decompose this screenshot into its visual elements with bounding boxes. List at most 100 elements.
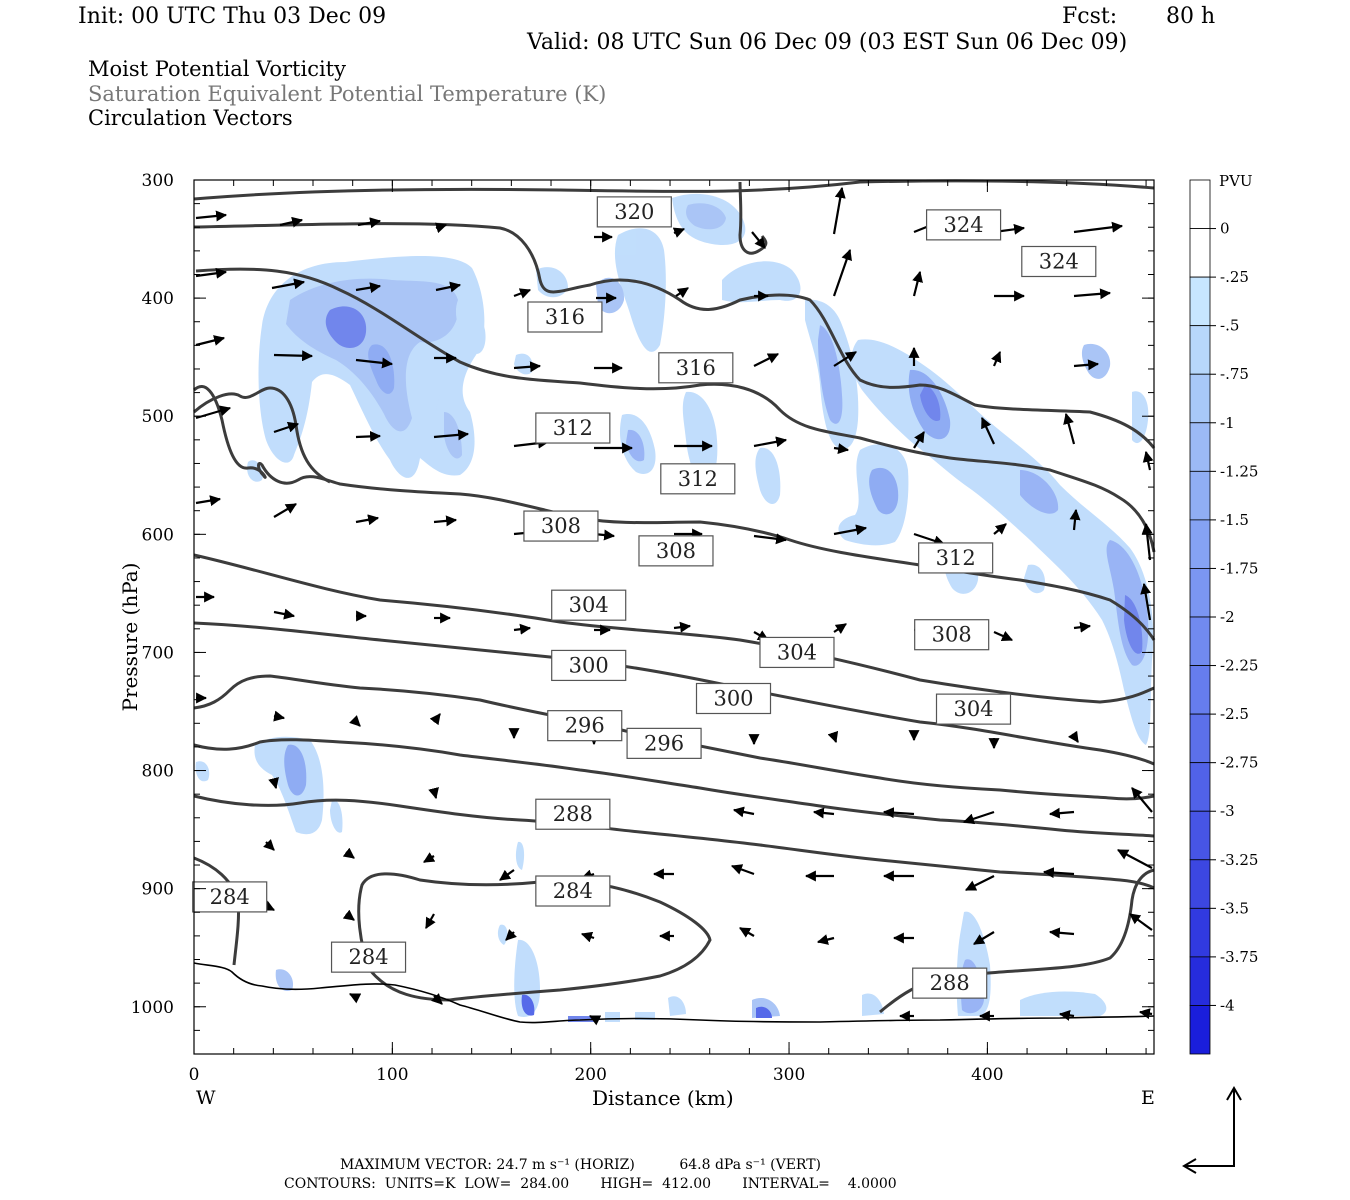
colorbar-label: -1 bbox=[1220, 414, 1235, 432]
colorbar-label: -2.25 bbox=[1220, 657, 1258, 675]
contour-label-text: 320 bbox=[614, 200, 654, 224]
valid-time: Valid: 08 UTC Sun 06 Dec 09 (03 EST Sun … bbox=[527, 30, 1128, 55]
contour-label-text: 316 bbox=[676, 356, 716, 380]
contour-label: 316 bbox=[527, 301, 603, 333]
contour-label: 312 bbox=[918, 542, 994, 574]
contour-label-text: 300 bbox=[713, 686, 753, 710]
init-time: Init: 00 UTC Thu 03 Dec 09 bbox=[78, 4, 387, 29]
contour-label: 296 bbox=[626, 727, 702, 759]
colorbar-swatch bbox=[1189, 519, 1211, 569]
colorbar-swatch bbox=[1189, 325, 1211, 375]
contour-label: 284 bbox=[192, 881, 268, 913]
x-tick-label: 0 bbox=[189, 1065, 200, 1085]
x-tick-label: 200 bbox=[574, 1065, 606, 1085]
axes: 0 100 200 300 400 300 400 500 600 700 800 900 1000 bbox=[131, 171, 1154, 1085]
colorbar-swatch bbox=[1189, 179, 1211, 229]
plot-frame bbox=[193, 179, 1155, 1055]
contour-label: 300 bbox=[695, 682, 772, 715]
contour-label-text: 304 bbox=[569, 593, 609, 617]
y-tick-label: 800 bbox=[142, 762, 174, 782]
colorbar-label: -3 bbox=[1220, 802, 1235, 820]
field-title-vectors: Circulation Vectors bbox=[88, 106, 293, 130]
contour-label: 308 bbox=[914, 619, 990, 651]
x-tick-label: 300 bbox=[773, 1065, 805, 1085]
x-tick-label: 100 bbox=[376, 1065, 408, 1085]
x-tick-label: 400 bbox=[971, 1065, 1003, 1085]
colorbar-label: -.25 bbox=[1220, 268, 1249, 286]
forecast-label: Fcst: bbox=[1062, 4, 1118, 29]
forecast-hour: 80 h bbox=[1166, 4, 1216, 29]
contour-label: 324 bbox=[925, 209, 1002, 241]
contour-label: 308 bbox=[638, 535, 714, 567]
y-tick-label: 1000 bbox=[131, 998, 174, 1018]
colorbar-label: -.5 bbox=[1220, 317, 1239, 335]
contour-label-text: 308 bbox=[932, 623, 972, 647]
contour-label: 304 bbox=[551, 589, 627, 621]
colorbar-unit: PVU bbox=[1219, 172, 1253, 190]
terrain-line bbox=[193, 962, 1155, 1024]
colorbar-swatch bbox=[1189, 276, 1211, 327]
colorbar-swatch bbox=[1189, 422, 1211, 472]
contour-label: 304 bbox=[935, 693, 1012, 725]
y-axis-label: Pressure (hPa) bbox=[118, 562, 142, 712]
y-tick-label: 500 bbox=[142, 407, 174, 427]
contour-label: 288 bbox=[912, 967, 988, 999]
colorbar-swatch bbox=[1189, 1005, 1211, 1055]
colorbar-swatch bbox=[1189, 713, 1211, 764]
colorbar-swatch bbox=[1189, 665, 1211, 715]
colorbar-label: 0 bbox=[1220, 220, 1230, 238]
contour-label: 308 bbox=[523, 510, 599, 542]
colorbar-label: -1.75 bbox=[1220, 559, 1258, 577]
field-title-thetae: Saturation Equivalent Potential Temperat… bbox=[88, 82, 607, 106]
colorbar-swatch bbox=[1189, 810, 1211, 861]
y-tick-label: 400 bbox=[142, 289, 174, 309]
colorbar-swatch bbox=[1189, 956, 1211, 1006]
contour-label-text: 296 bbox=[565, 714, 605, 738]
contour-label: 320 bbox=[596, 196, 672, 228]
colorbar-swatch bbox=[1189, 762, 1211, 812]
mpv-shading bbox=[195, 193, 1154, 1022]
contour-label-text: 284 bbox=[553, 879, 593, 903]
contour-label-text: 312 bbox=[553, 416, 593, 440]
colorbar-swatch bbox=[1189, 373, 1211, 424]
contour-label-text: 312 bbox=[678, 467, 718, 491]
colorbar-label: -2.5 bbox=[1220, 705, 1249, 723]
contour-label-text: 304 bbox=[777, 640, 817, 664]
contour-label-text: 284 bbox=[348, 945, 388, 969]
contour-label: 324 bbox=[1021, 245, 1097, 278]
theta-e-contours bbox=[192, 179, 1156, 1014]
east-label: E bbox=[1141, 1087, 1155, 1109]
contour-label: 284 bbox=[535, 875, 611, 907]
contour-label-text: 288 bbox=[553, 802, 593, 826]
y-tick-label: 900 bbox=[142, 880, 174, 900]
contour-label-text: 308 bbox=[656, 539, 696, 563]
colorbar-swatch bbox=[1189, 616, 1211, 666]
contour-label: 312 bbox=[660, 463, 736, 495]
y-tick-label: 600 bbox=[142, 525, 174, 545]
contour-label: 296 bbox=[547, 710, 623, 742]
colorbar-label: -3.75 bbox=[1220, 948, 1258, 966]
contour-label: 284 bbox=[330, 941, 407, 973]
field-title-mpv: Moist Potential Vorticity bbox=[88, 57, 346, 81]
contour-label-text: 284 bbox=[210, 885, 250, 909]
contour-label-text: 316 bbox=[545, 305, 585, 329]
y-tick-label: 700 bbox=[142, 643, 174, 663]
colorbar-label: -3.5 bbox=[1220, 899, 1249, 917]
colorbar-label: -3.25 bbox=[1220, 851, 1258, 869]
contour-label: 304 bbox=[759, 636, 835, 669]
contour-label-text: 308 bbox=[541, 514, 581, 538]
colorbar-label: -.75 bbox=[1220, 365, 1249, 383]
contour-label-text: 296 bbox=[644, 731, 684, 755]
colorbar-label: -1.25 bbox=[1220, 462, 1258, 480]
contour-label-text: 300 bbox=[569, 653, 609, 677]
colorbar-label: -1.5 bbox=[1220, 511, 1249, 529]
contour-label-text: 312 bbox=[936, 546, 976, 570]
colorbar-swatch bbox=[1189, 470, 1211, 521]
west-label: W bbox=[196, 1087, 216, 1109]
reference-vector bbox=[1182, 1086, 1242, 1174]
contour-label-text: 324 bbox=[944, 213, 984, 237]
maximum-vector-note: MAXIMUM VECTOR: 24.7 m s⁻¹ (HORIZ) 64.8 … bbox=[340, 1157, 822, 1173]
pv-colorbar: 0 -.25 -.5 -.75 -1 -1.25 -1.5 -1.75 -2 -2.25 -2.5 -… bbox=[1189, 179, 1258, 1055]
contour-label: 288 bbox=[535, 798, 611, 830]
